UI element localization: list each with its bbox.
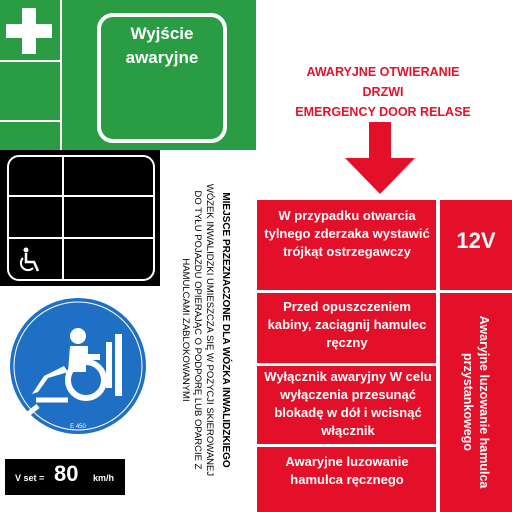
first-aid-cross-icon: [6, 24, 52, 38]
down-arrow-icon: [345, 122, 415, 194]
emergency-exit-sign: [97, 13, 227, 143]
wheelchair-icon: [19, 247, 40, 272]
voltage-label: 12V: [456, 228, 496, 253]
divider: [0, 60, 60, 62]
divider: [60, 0, 62, 150]
wheelchair-floor-panel: [0, 150, 160, 286]
wheelchair-instructions-title: MIEJSCE PRZEZNACZONE DLA WÓZKA INWALIDZK…: [220, 192, 231, 468]
handbrake-instruction: Przed opuszczeniem kabiny, zaciągnij ham…: [267, 299, 427, 350]
wheelchair-floor-grid: [7, 155, 155, 281]
speed-value: 80: [54, 461, 79, 486]
emergency-door-line3: EMERGENCY DOOR RELASE: [295, 105, 471, 119]
stop-brake-release: Awaryjne luzowanie hamulca przystankoweg…: [440, 292, 512, 512]
speed-setting-plate: V set = 80 km/h: [5, 459, 125, 495]
wheelchair-instructions-body: WÓZEK INWALIDZKI UMIESZCZA SIĘ W POZYCJI…: [180, 183, 215, 477]
wheelchair-position-sign-icon: E 450: [10, 298, 146, 434]
svg-text:E 450: E 450: [70, 424, 86, 430]
emergency-exit-label: Wyjście awaryjne: [125, 24, 199, 67]
rear-bumper-instruction: W przypadku otwarcia tylnego zderzaka wy…: [264, 208, 430, 259]
emergency-door-line1: AWARYJNE OTWIERANIE: [306, 65, 460, 79]
handbrake-release-instruction: Awaryjne luzowanie hamulca ręcznego: [285, 454, 409, 487]
speed-label: V set =: [15, 473, 45, 483]
stop-brake-release-label: Awaryjne luzowanie hamulca przystankoweg…: [461, 315, 491, 489]
divider: [0, 120, 60, 122]
emergency-instructions-panel: [257, 200, 512, 512]
emergency-door-header: AWARYJNE OTWIERANIE DRZWI EMERGENCY DOOR…: [258, 62, 508, 122]
speed-unit: km/h: [93, 473, 115, 483]
wheelchair-instructions: MIEJSCE PRZEZNACZONE DLA WÓZKA INWALIDZK…: [150, 150, 260, 510]
emergency-switch-instruction: Wyłącznik awaryjny W celu wyłączenia prz…: [264, 369, 432, 438]
emergency-door-line2: DRZWI: [362, 85, 404, 99]
